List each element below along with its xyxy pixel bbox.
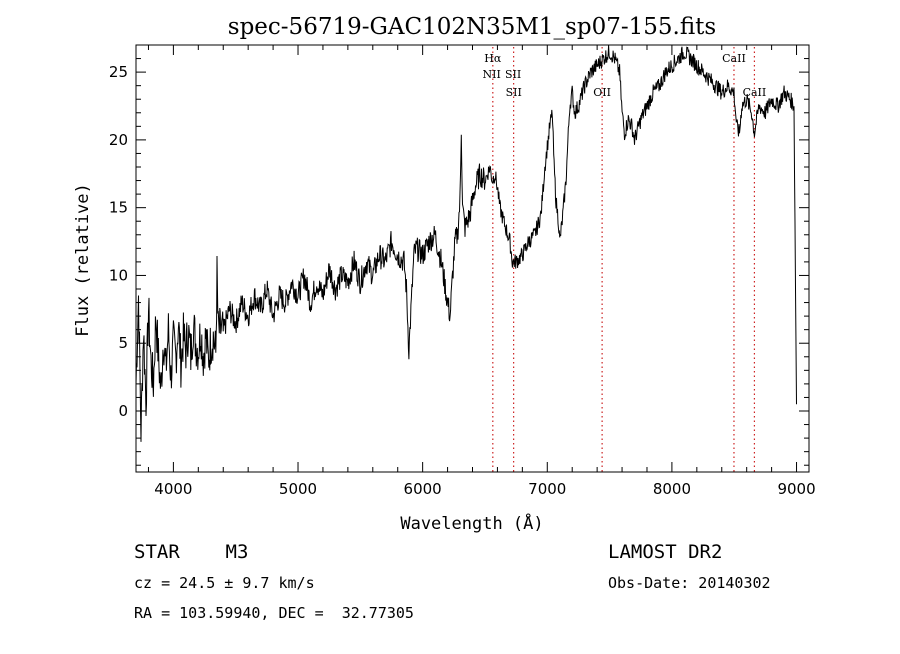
x-tick-label: 5000 (279, 480, 317, 498)
survey-name: LAMOST DR2 (608, 541, 723, 563)
x-tick-label: 6000 (404, 480, 442, 498)
plot-frame (135, 44, 810, 473)
chart-title: spec-56719-GAC102N35M1_sp07-155.fits (228, 14, 716, 40)
spectral-line-label: OII (593, 86, 611, 99)
object-classification: STAR M3 (134, 541, 249, 563)
x-tick-label: 4000 (154, 480, 192, 498)
spectral-line-label: CaII (743, 86, 767, 99)
x-tick-label: 9000 (777, 480, 815, 498)
sky-coordinates: RA = 103.59940, DEC = 32.77305 (134, 604, 414, 622)
x-tick-label: 7000 (528, 480, 566, 498)
y-tick-label: 5 (118, 334, 128, 352)
y-axis-label: Flux (relative) (73, 183, 93, 337)
spectral-line-label: SII (506, 86, 522, 99)
y-tick-label: 10 (109, 266, 128, 284)
spectrum-line (135, 45, 797, 442)
x-axis-label: Wavelength (Å) (400, 512, 543, 534)
y-tick-label: 25 (109, 63, 128, 81)
plot-area: 4000 5000 6000 7000 8000 9000 0 5 10 15 20 25 Hα NII S… (109, 44, 816, 498)
y-tick-label: 20 (109, 131, 128, 149)
spectral-line-label: Hα (484, 52, 502, 65)
spectral-line-label: NII (482, 68, 500, 81)
y-tick-label: 0 (118, 402, 128, 420)
x-tick-label: 8000 (653, 480, 691, 498)
y-tick-label: 15 (109, 199, 128, 217)
redshift-readout: cz = 24.5 ± 9.7 km/s (134, 574, 315, 592)
spectral-line-label: SII (505, 68, 521, 81)
spectral-line-label: CaII (722, 52, 746, 65)
observation-date: Obs-Date: 20140302 (608, 574, 771, 592)
